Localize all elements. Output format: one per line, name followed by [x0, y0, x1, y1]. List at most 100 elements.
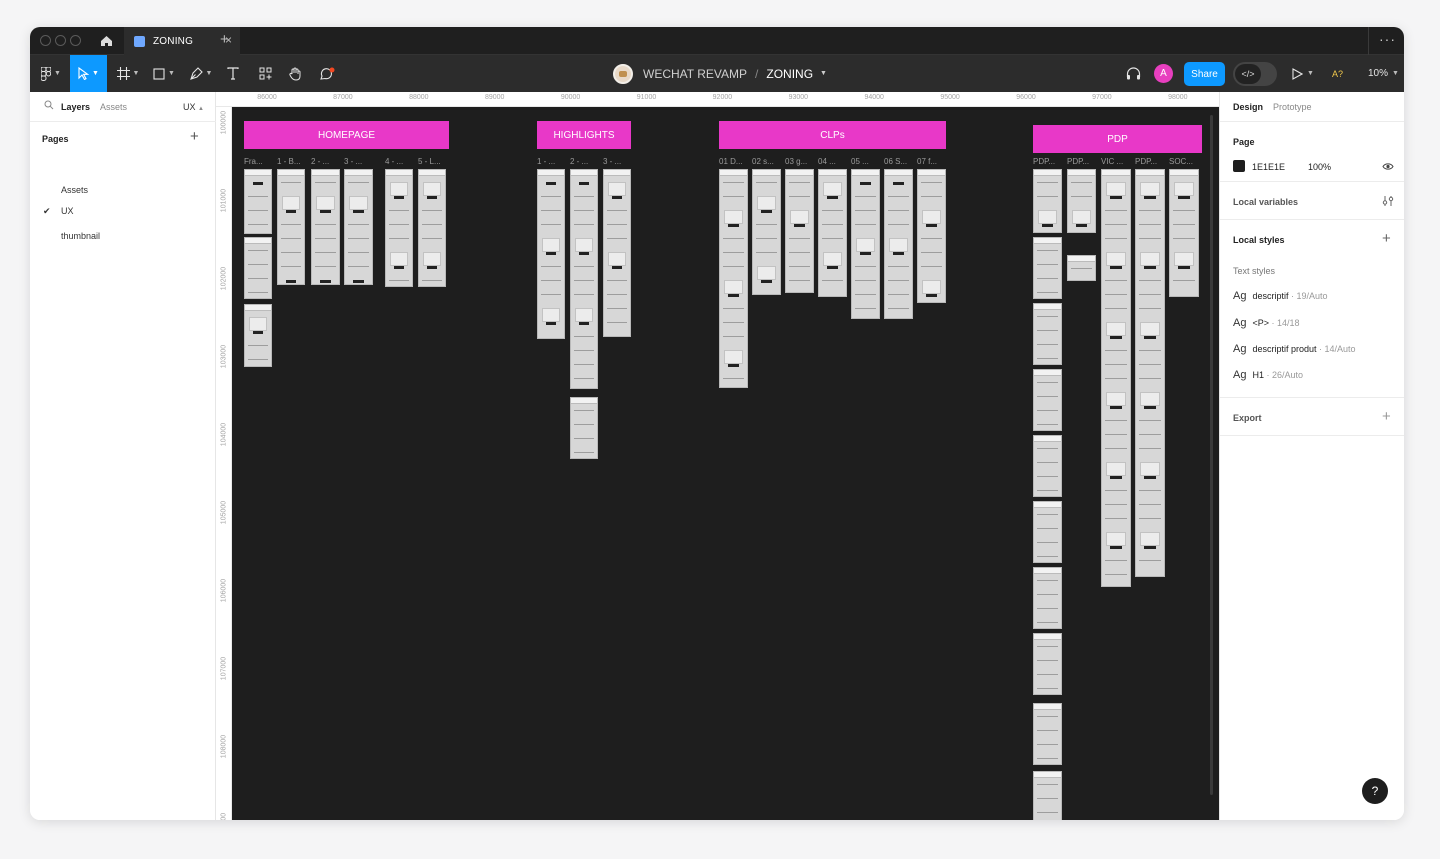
wireframe-frame[interactable]: [1033, 771, 1062, 820]
add-style-icon[interactable]: +: [1382, 230, 1391, 247]
zoom-menu[interactable]: 10% ▼: [1368, 55, 1399, 92]
wireframe-frame[interactable]: [1135, 169, 1165, 577]
share-button[interactable]: Share: [1184, 62, 1225, 86]
accessibility-check-icon[interactable]: A?: [1332, 68, 1344, 79]
wireframe-frame[interactable]: [752, 169, 781, 295]
wireframe-frame[interactable]: [603, 169, 631, 337]
wireframe-frame[interactable]: [385, 169, 413, 287]
tab-design[interactable]: Design: [1233, 102, 1264, 112]
wireframe-frame[interactable]: [244, 169, 272, 234]
page-item-assets[interactable]: Assets: [61, 185, 89, 195]
add-page-icon[interactable]: +: [190, 128, 199, 145]
variables-adjust-icon[interactable]: [1382, 195, 1394, 207]
page-item-thumbnail[interactable]: thumbnail: [61, 231, 101, 241]
page-color-swatch[interactable]: [1233, 160, 1245, 172]
wireframe-frame[interactable]: [570, 169, 598, 389]
wireframe-frame[interactable]: [1169, 169, 1199, 297]
text-style-item[interactable]: Ag descriptif produt · 14/Auto: [1233, 343, 1356, 355]
frame-tool-button[interactable]: ▼: [114, 55, 142, 92]
wireframe-frame[interactable]: [244, 237, 272, 299]
wireframe-frame[interactable]: [1101, 169, 1131, 587]
chevron-down-icon[interactable]: ▼: [820, 70, 827, 77]
frame-label[interactable]: 2 - ...: [570, 157, 589, 166]
file-name[interactable]: ZONING: [766, 66, 814, 81]
frame-label[interactable]: PDP...: [1033, 157, 1056, 166]
frame-label[interactable]: 4 - ...: [385, 157, 404, 166]
frame-label[interactable]: SOC...: [1169, 157, 1194, 166]
page-color-value[interactable]: 1E1E1E: [1252, 162, 1286, 172]
new-tab-button[interactable]: +: [220, 31, 229, 48]
add-export-icon[interactable]: +: [1382, 408, 1391, 425]
section-header[interactable]: HOMEPAGE: [244, 121, 449, 149]
maximize-window-button[interactable]: [70, 35, 81, 46]
frame-label[interactable]: 02 s...: [752, 157, 774, 166]
wireframe-frame[interactable]: [785, 169, 814, 293]
frame-label[interactable]: 05 ...: [851, 157, 869, 166]
text-style-item[interactable]: Ag <P> · 14/18: [1233, 317, 1300, 329]
section-header[interactable]: HIGHLIGHTS: [537, 121, 631, 149]
close-window-button[interactable]: [40, 35, 51, 46]
wireframe-frame[interactable]: [311, 169, 340, 285]
wireframe-frame[interactable]: [851, 169, 880, 319]
wireframe-frame[interactable]: [719, 169, 748, 388]
wireframe-frame[interactable]: [277, 169, 305, 285]
frame-label[interactable]: 06 S...: [884, 157, 908, 166]
wireframe-frame[interactable]: [818, 169, 847, 297]
frame-label[interactable]: 5 - L...: [418, 157, 441, 166]
section-header[interactable]: CLPs: [719, 121, 946, 149]
local-variables-title[interactable]: Local variables: [1233, 197, 1299, 207]
wireframe-frame[interactable]: [1033, 169, 1062, 233]
page-item-ux[interactable]: UX: [61, 206, 74, 216]
wireframe-frame[interactable]: [244, 304, 272, 367]
frame-label[interactable]: 3 - ...: [603, 157, 622, 166]
wireframe-frame[interactable]: [1033, 369, 1062, 431]
wireframe-frame[interactable]: [418, 169, 446, 287]
frame-label[interactable]: 07 f...: [917, 157, 938, 166]
wireframe-frame[interactable]: [537, 169, 565, 339]
comment-tool-button[interactable]: [316, 55, 338, 92]
avatar[interactable]: A: [1154, 64, 1173, 83]
wireframe-frame[interactable]: [1067, 169, 1096, 233]
frame-label[interactable]: 04 ...: [818, 157, 836, 166]
frame-label[interactable]: PDP...: [1067, 157, 1090, 166]
file-tab[interactable]: ZONING ×: [124, 27, 240, 55]
frame-label[interactable]: VIC ...: [1101, 157, 1124, 166]
minimize-window-button[interactable]: [55, 35, 66, 46]
frame-label[interactable]: Fra...: [244, 157, 263, 166]
design-canvas[interactable]: HOMEPAGE Fra... 1 - B... 2 - ... 3 - ... 4 - …: [232, 107, 1219, 820]
home-button[interactable]: [94, 27, 118, 55]
hand-tool-button[interactable]: [285, 55, 305, 92]
wireframe-frame[interactable]: [570, 397, 598, 459]
wireframe-frame[interactable]: [1033, 633, 1062, 695]
dev-mode-toggle[interactable]: </>: [1233, 62, 1277, 86]
frame-label[interactable]: 3 - ...: [344, 157, 363, 166]
resources-tool-button[interactable]: [255, 55, 275, 92]
wireframe-frame[interactable]: [1033, 567, 1062, 629]
eye-icon[interactable]: [1382, 162, 1394, 171]
text-style-item[interactable]: Ag descriptif · 19/Auto: [1233, 290, 1328, 302]
wireframe-frame[interactable]: [884, 169, 913, 319]
frame-label[interactable]: 1 - B...: [277, 157, 301, 166]
more-options-icon[interactable]: ···: [1379, 31, 1396, 47]
help-button[interactable]: ?: [1362, 778, 1388, 804]
present-button[interactable]: ▼: [1292, 55, 1314, 92]
wireframe-frame[interactable]: [1033, 303, 1062, 365]
wireframe-frame[interactable]: [344, 169, 373, 285]
wireframe-frame[interactable]: [1033, 237, 1062, 299]
wireframe-frame[interactable]: [1033, 435, 1062, 497]
frame-label[interactable]: 2 - ...: [311, 157, 330, 166]
wireframe-frame[interactable]: [1033, 703, 1062, 765]
close-tab-icon[interactable]: ×: [224, 33, 232, 47]
frame-label[interactable]: 1 - ...: [537, 157, 556, 166]
text-style-item[interactable]: Ag H1 · 26/Auto: [1233, 369, 1303, 381]
wireframe-frame[interactable]: [917, 169, 946, 303]
project-name[interactable]: WECHAT REVAMP: [643, 66, 748, 81]
audio-button[interactable]: [1122, 55, 1144, 92]
frame-label[interactable]: 03 g...: [785, 157, 808, 166]
page-opacity-value[interactable]: 100%: [1308, 162, 1332, 172]
pen-tool-button[interactable]: ▼: [187, 55, 215, 92]
search-icon[interactable]: [44, 100, 54, 110]
frame-label[interactable]: 01 D...: [719, 157, 743, 166]
page-selector[interactable]: UX ▲: [183, 102, 204, 112]
frame-label[interactable]: PDP...: [1135, 157, 1158, 166]
